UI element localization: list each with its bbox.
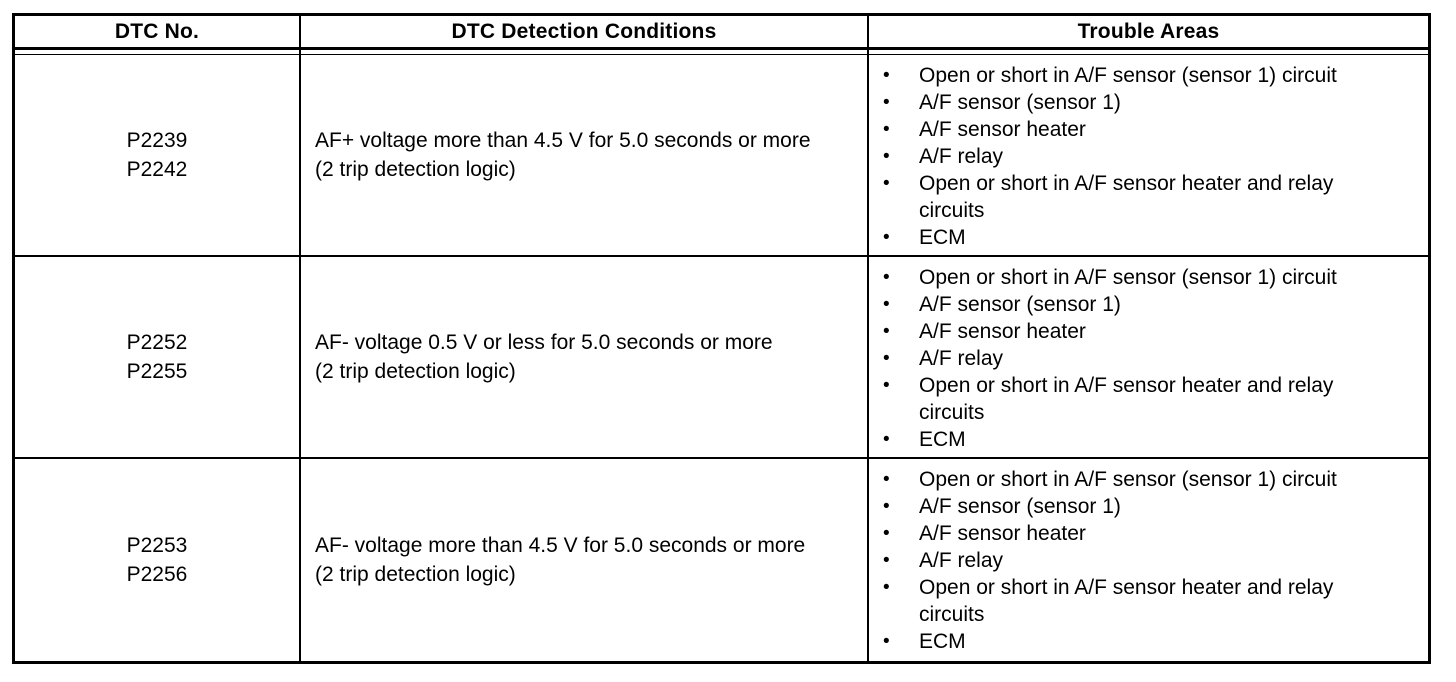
bullet-icon: • xyxy=(883,294,890,315)
trouble-areas-list: • Open or short in A/F sensor (sensor 1) … xyxy=(869,62,1428,251)
bullet-icon: • xyxy=(883,173,890,194)
trouble-area-item: • Open or short in A/F sensor heater and … xyxy=(869,372,1428,426)
trouble-area-item: • A/F relay xyxy=(869,143,1428,170)
trouble-areas-list: • Open or short in A/F sensor (sensor 1) … xyxy=(869,264,1428,453)
table-row: P2252 P2255 AF- voltage 0.5 V or less for… xyxy=(15,257,1428,459)
trouble-area-text: Open or short in A/F sensor (sensor 1) c… xyxy=(919,468,1337,491)
header-divider-segment xyxy=(15,50,301,55)
bullet-icon: • xyxy=(883,65,890,86)
dtc-code: P2239 xyxy=(126,129,188,152)
dtc-code: P2256 xyxy=(126,563,188,586)
table-row: P2253 P2256 AF- voltage more than 4.5 V f… xyxy=(15,459,1428,661)
trouble-area-text: A/F relay xyxy=(919,549,1004,572)
trouble-area-text: Open or short in A/F sensor (sensor 1) c… xyxy=(919,266,1337,289)
trouble-area-item: • ECM xyxy=(869,628,1428,655)
bullet-icon: • xyxy=(883,92,890,113)
trouble-area-item: • Open or short in A/F sensor heater and … xyxy=(869,170,1428,224)
dtc-table: DTC No. DTC Detection Conditions Trouble… xyxy=(12,13,1431,664)
trouble-area-item: • A/F sensor (sensor 1) xyxy=(869,291,1428,318)
trouble-area-item: • A/F sensor heater xyxy=(869,318,1428,345)
trouble-area-item: • Open or short in A/F sensor (sensor 1) … xyxy=(869,264,1428,291)
trouble-areas-cell: • Open or short in A/F sensor (sensor 1) … xyxy=(869,459,1428,661)
trouble-area-text: Open or short in A/F sensor heater and r… xyxy=(919,172,1334,222)
bullet-icon: • xyxy=(883,146,890,167)
bullet-icon: • xyxy=(883,227,890,248)
dtc-code: P2242 xyxy=(126,158,188,181)
trouble-area-text: ECM xyxy=(919,630,966,653)
table-row: P2239 P2242 AF+ voltage more than 4.5 V f… xyxy=(15,55,1428,257)
dtc-no-cell: P2239 P2242 xyxy=(15,55,301,257)
condition-line: (2 trip detection logic) xyxy=(315,563,516,586)
trouble-area-text: A/F relay xyxy=(919,145,1004,168)
trouble-area-item: • A/F sensor (sensor 1) xyxy=(869,493,1428,520)
trouble-area-text: Open or short in A/F sensor (sensor 1) c… xyxy=(919,64,1337,87)
trouble-area-text: Open or short in A/F sensor heater and r… xyxy=(919,374,1334,424)
trouble-area-item: • Open or short in A/F sensor heater and … xyxy=(869,574,1428,628)
condition-line: AF- voltage more than 4.5 V for 5.0 seco… xyxy=(315,534,806,557)
bullet-icon: • xyxy=(883,523,890,544)
bullet-icon: • xyxy=(883,375,890,396)
trouble-areas-list: • Open or short in A/F sensor (sensor 1) … xyxy=(869,466,1428,655)
trouble-area-text: A/F sensor heater xyxy=(919,118,1086,141)
condition-line: (2 trip detection logic) xyxy=(315,360,516,383)
trouble-area-item: • A/F relay xyxy=(869,345,1428,372)
trouble-areas-cell: • Open or short in A/F sensor (sensor 1) … xyxy=(869,55,1428,257)
header-dtc-no: DTC No. xyxy=(15,16,301,50)
trouble-area-item: • ECM xyxy=(869,224,1428,251)
bullet-icon: • xyxy=(883,321,890,342)
table-header-row: DTC No. DTC Detection Conditions Trouble… xyxy=(15,16,1428,50)
bullet-icon: • xyxy=(883,267,890,288)
bullet-icon: • xyxy=(883,577,890,598)
trouble-area-text: ECM xyxy=(919,226,966,249)
header-divider-segment xyxy=(869,50,1428,55)
trouble-area-text: A/F relay xyxy=(919,347,1004,370)
header-divider-segment xyxy=(301,50,869,55)
condition-line: AF- voltage 0.5 V or less for 5.0 second… xyxy=(315,331,773,354)
bullet-icon: • xyxy=(883,469,890,490)
trouble-area-item: • ECM xyxy=(869,426,1428,453)
bullet-icon: • xyxy=(883,496,890,517)
bullet-icon: • xyxy=(883,631,890,652)
trouble-area-item: • A/F sensor heater xyxy=(869,116,1428,143)
trouble-area-text: A/F sensor heater xyxy=(919,522,1086,545)
trouble-area-item: • Open or short in A/F sensor (sensor 1) … xyxy=(869,62,1428,89)
trouble-area-item: • A/F sensor heater xyxy=(869,520,1428,547)
trouble-area-text: A/F sensor (sensor 1) xyxy=(919,91,1121,114)
dtc-code: P2255 xyxy=(126,360,188,383)
bullet-icon: • xyxy=(883,348,890,369)
dtc-no-cell: P2252 P2255 xyxy=(15,257,301,459)
dtc-no-cell: P2253 P2256 xyxy=(15,459,301,661)
bullet-icon: • xyxy=(883,119,890,140)
trouble-area-item: • A/F relay xyxy=(869,547,1428,574)
bullet-icon: • xyxy=(883,429,890,450)
trouble-area-item: • Open or short in A/F sensor (sensor 1) … xyxy=(869,466,1428,493)
dtc-code: P2252 xyxy=(126,331,188,354)
trouble-area-item: • A/F sensor (sensor 1) xyxy=(869,89,1428,116)
detection-conditions-cell: AF+ voltage more than 4.5 V for 5.0 seco… xyxy=(301,55,869,257)
trouble-areas-cell: • Open or short in A/F sensor (sensor 1) … xyxy=(869,257,1428,459)
header-divider xyxy=(15,50,1428,55)
trouble-area-text: A/F sensor (sensor 1) xyxy=(919,495,1121,518)
header-trouble-areas: Trouble Areas xyxy=(869,16,1428,50)
condition-line: AF+ voltage more than 4.5 V for 5.0 seco… xyxy=(315,129,811,152)
trouble-area-text: A/F sensor heater xyxy=(919,320,1086,343)
dtc-code: P2253 xyxy=(126,534,188,557)
trouble-area-text: A/F sensor (sensor 1) xyxy=(919,293,1121,316)
trouble-area-text: Open or short in A/F sensor heater and r… xyxy=(919,576,1334,626)
header-detection-conditions: DTC Detection Conditions xyxy=(301,16,869,50)
bullet-icon: • xyxy=(883,550,890,571)
detection-conditions-cell: AF- voltage 0.5 V or less for 5.0 second… xyxy=(301,257,869,459)
trouble-area-text: ECM xyxy=(919,428,966,451)
condition-line: (2 trip detection logic) xyxy=(315,158,516,181)
detection-conditions-cell: AF- voltage more than 4.5 V for 5.0 seco… xyxy=(301,459,869,661)
